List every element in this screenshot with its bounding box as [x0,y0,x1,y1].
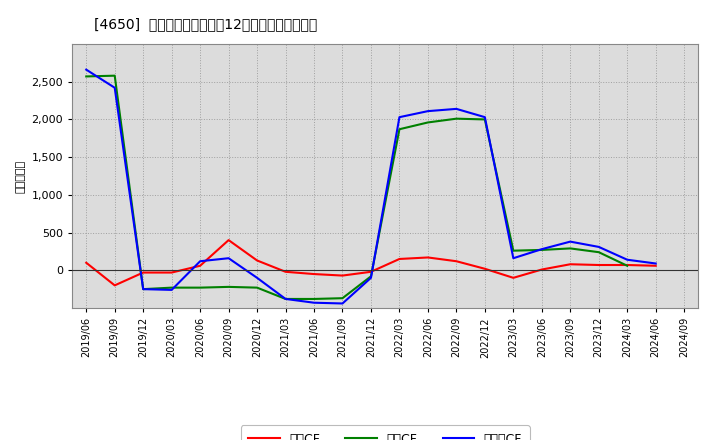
投資CF [480,117,489,122]
Legend: 営業CF, 投資CF, フリーCF: 営業CF, 投資CF, フリーCF [240,425,530,440]
投資CF [167,285,176,290]
フリーCF [423,109,432,114]
Text: [4650]  キャッシュフローの12か月移動合計の推移: [4650] キャッシュフローの12か月移動合計の推移 [94,18,317,32]
フリーCF [623,257,631,262]
Line: フリーCF: フリーCF [86,70,656,304]
Line: 投資CF: 投資CF [86,76,627,299]
Line: 営業CF: 営業CF [86,240,656,286]
投資CF [253,285,261,290]
フリーCF [196,259,204,264]
フリーCF [82,67,91,72]
営業CF [253,258,261,263]
投資CF [566,246,575,251]
営業CF [452,259,461,264]
営業CF [225,238,233,243]
フリーCF [282,296,290,301]
フリーCF [452,106,461,111]
投資CF [366,274,375,279]
フリーCF [366,275,375,280]
営業CF [366,269,375,275]
投資CF [338,296,347,301]
投資CF [595,249,603,255]
投資CF [395,127,404,132]
営業CF [139,270,148,275]
営業CF [595,262,603,268]
投資CF [423,120,432,125]
フリーCF [139,286,148,292]
フリーCF [566,239,575,244]
営業CF [338,273,347,278]
投資CF [196,285,204,290]
投資CF [509,248,518,253]
投資CF [310,296,318,301]
投資CF [139,286,148,292]
営業CF [537,267,546,272]
営業CF [310,271,318,277]
営業CF [623,262,631,268]
フリーCF [110,85,119,90]
営業CF [110,283,119,288]
フリーCF [480,114,489,120]
営業CF [82,260,91,265]
投資CF [537,247,546,253]
営業CF [652,263,660,268]
投資CF [82,74,91,79]
投資CF [623,263,631,268]
営業CF [395,257,404,262]
フリーCF [652,261,660,266]
営業CF [566,262,575,267]
フリーCF [338,301,347,306]
フリーCF [537,246,546,252]
フリーCF [595,244,603,249]
投資CF [110,73,119,78]
営業CF [196,263,204,268]
営業CF [423,255,432,260]
営業CF [480,266,489,271]
フリーCF [167,287,176,293]
フリーCF [253,275,261,280]
営業CF [282,269,290,275]
フリーCF [310,300,318,305]
フリーCF [509,256,518,261]
投資CF [225,284,233,290]
営業CF [509,275,518,280]
フリーCF [225,256,233,261]
営業CF [167,270,176,275]
投資CF [282,296,290,301]
Y-axis label: （百万円）: （百万円） [16,159,26,193]
投資CF [452,116,461,121]
フリーCF [395,114,404,120]
